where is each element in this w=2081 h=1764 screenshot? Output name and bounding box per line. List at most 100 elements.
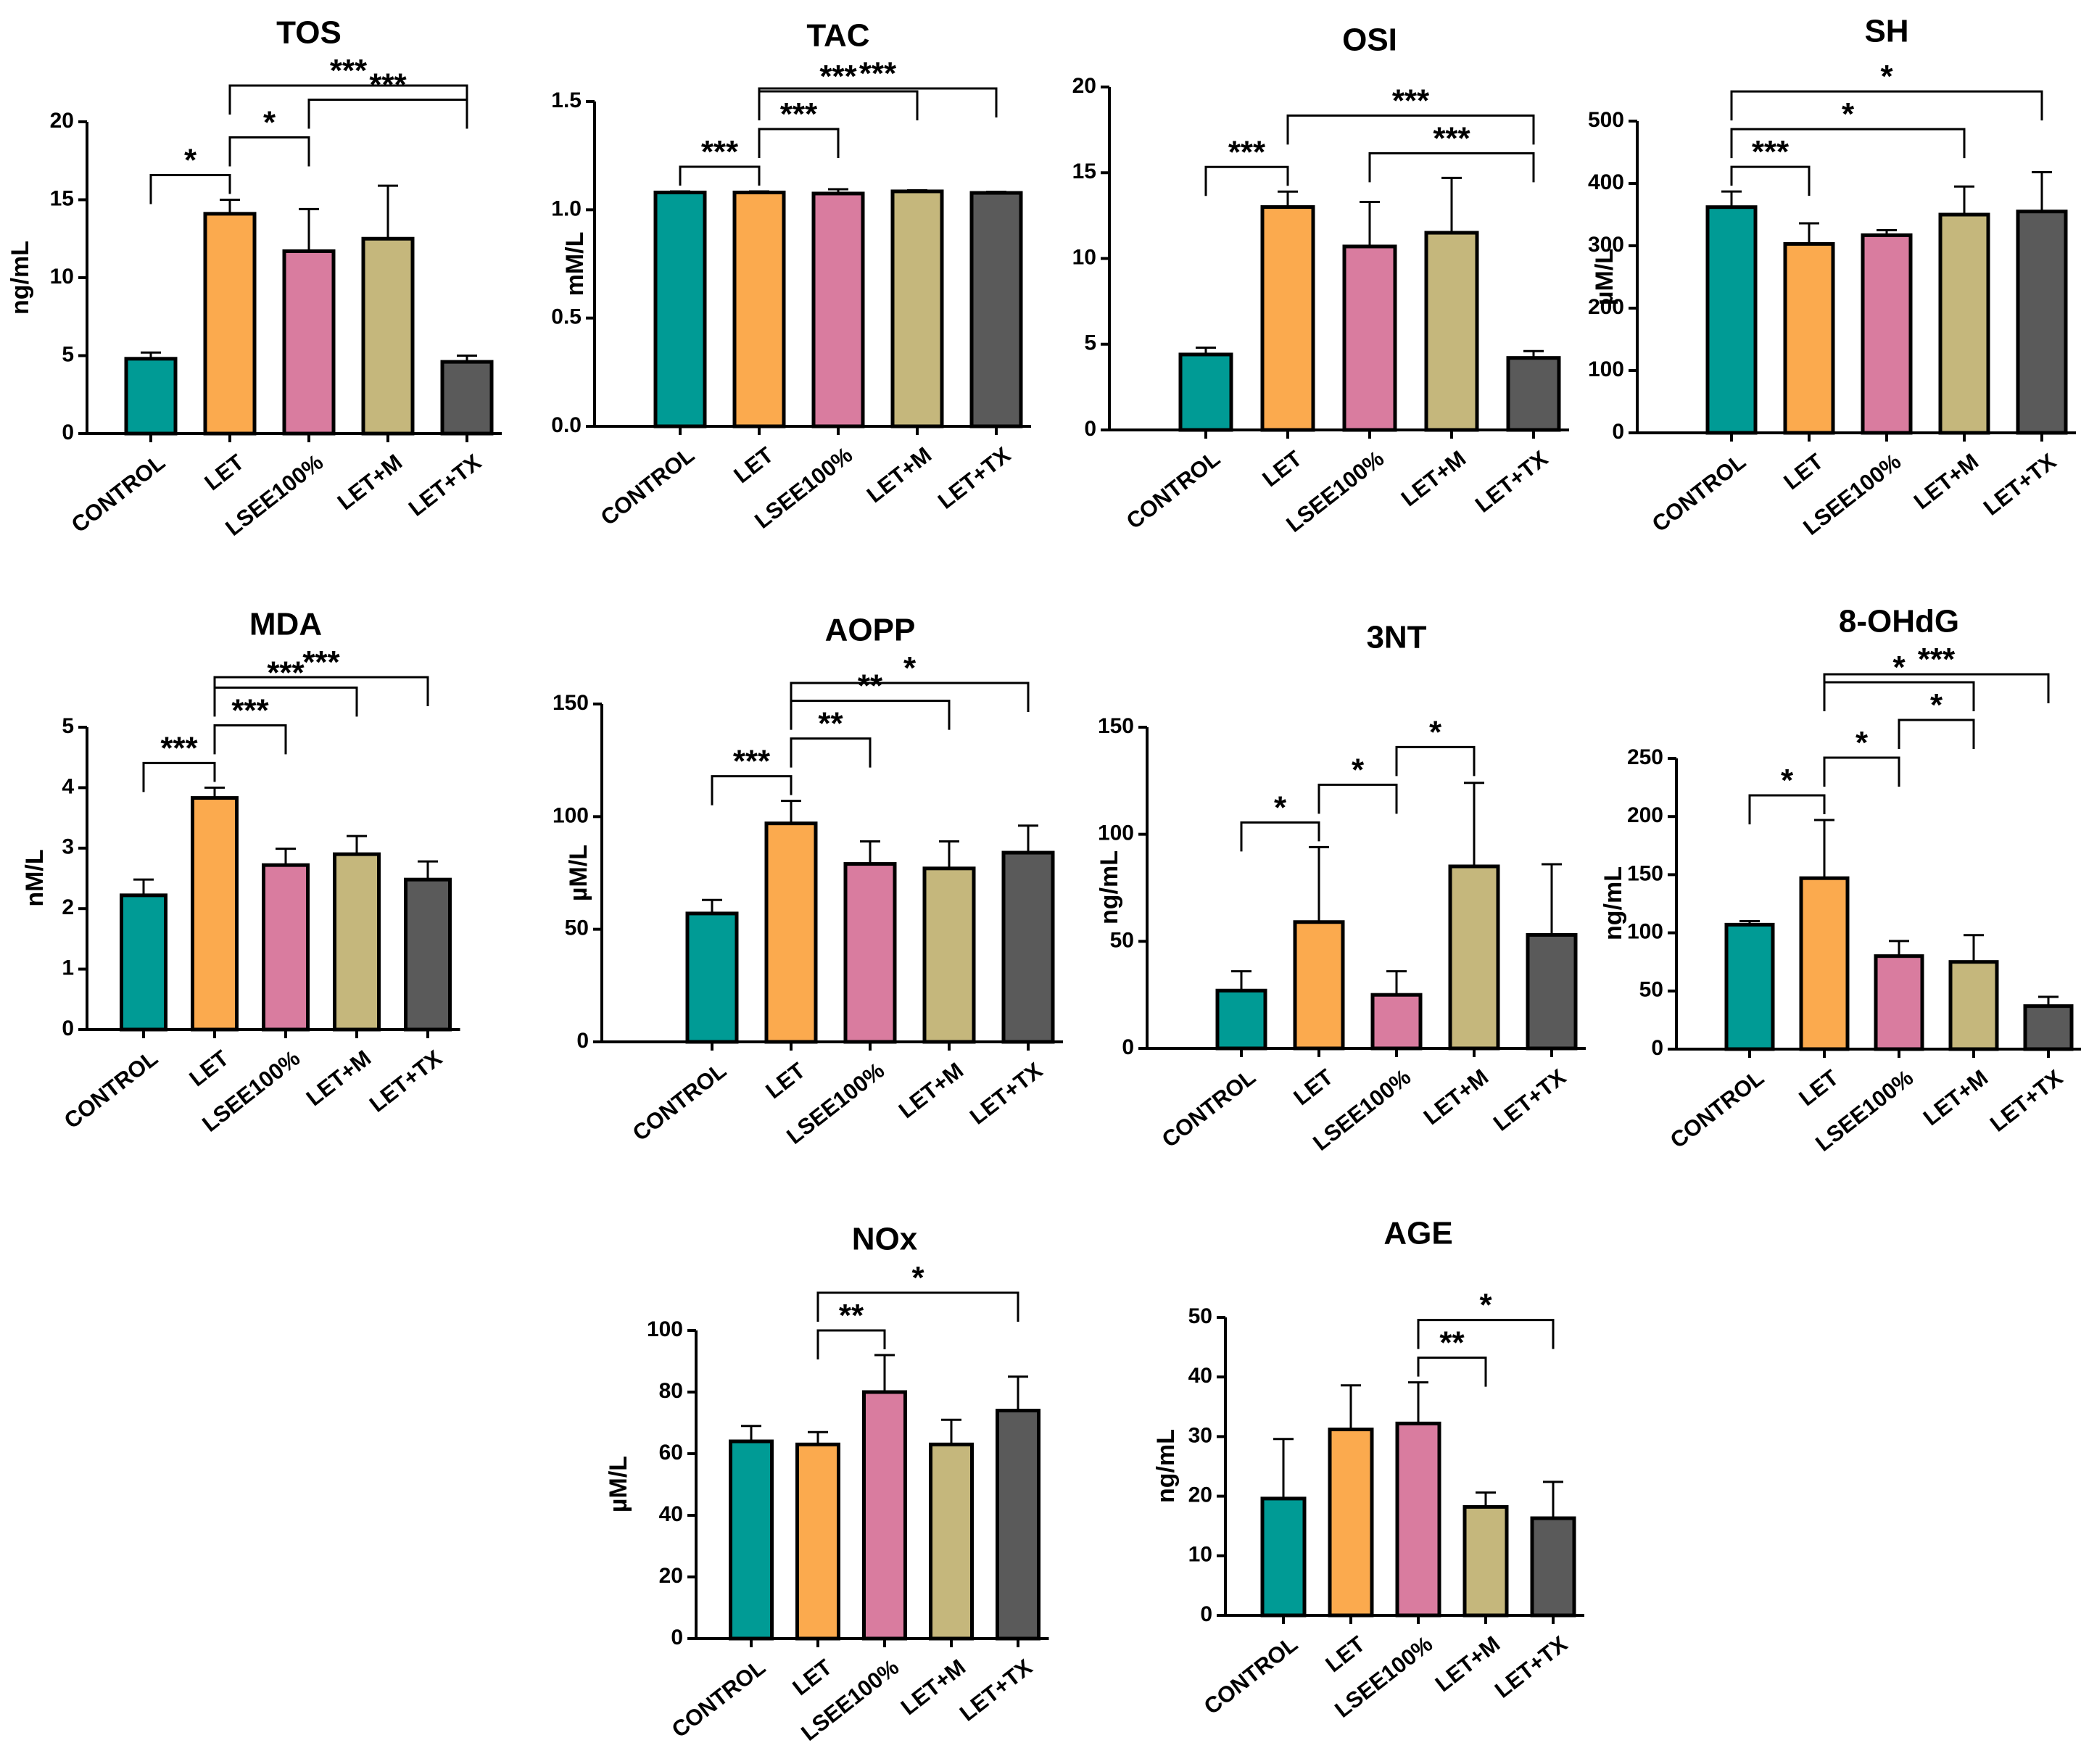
x-tick-label: LET+TX: [365, 1045, 447, 1117]
significance-label: ***: [859, 56, 897, 91]
y-tick-label: 150: [553, 691, 589, 715]
bar-let-tx: [440, 360, 494, 436]
y-tick-label: 200: [1627, 803, 1663, 827]
y-tick-label: 10: [50, 265, 74, 289]
significance-label: *: [903, 650, 917, 686]
y-tick-label: 200: [1588, 295, 1624, 319]
x-tick-label: CONTROL: [1666, 1065, 1768, 1154]
y-tick-label: 500: [1588, 108, 1624, 132]
x-tick-label: LET+M: [1919, 1065, 1993, 1131]
bar-control: [1705, 205, 1758, 435]
chart-title: NOx: [852, 1222, 918, 1257]
y-tick-label: 60: [659, 1441, 683, 1465]
x-tick-label: CONTROL: [67, 450, 170, 538]
y-tick-label: 100: [1627, 920, 1663, 944]
significance-bracket: [228, 136, 310, 167]
x-tick-label: LET+M: [894, 1058, 968, 1124]
significance-label: *: [263, 105, 276, 141]
y-tick-label: 0: [62, 1016, 74, 1040]
significance-bracket: [758, 128, 840, 158]
x-tick-label: LET: [787, 1655, 837, 1701]
y-tick-label: 40: [1188, 1364, 1212, 1388]
significance-label: ***: [780, 96, 818, 132]
bar-let-tx: [2023, 1004, 2074, 1051]
significance-bracket: [1417, 1357, 1487, 1387]
significance-label: *: [1352, 752, 1365, 787]
y-tick-label: 40: [659, 1502, 683, 1526]
significance-label: ***: [1918, 642, 1956, 677]
y-tick-label: 300: [1588, 233, 1624, 257]
y-tick-label: 50: [1639, 978, 1663, 1002]
bar-let-m: [1938, 212, 1990, 435]
y-axis-label: µM/L: [605, 1456, 632, 1512]
bar-control: [653, 190, 707, 428]
y-tick-label: 15: [50, 186, 74, 210]
x-tick-label: LET: [184, 1045, 233, 1092]
significance-bracket: [1417, 1319, 1555, 1349]
x-tick-label: LET+TX: [1490, 1631, 1572, 1702]
significance-label: *: [1892, 650, 1906, 685]
x-tick-label: LET+TX: [1979, 448, 2061, 520]
significance-label: ***: [701, 134, 739, 170]
chart-title: TAC: [806, 18, 869, 54]
bar-let-tx: [996, 1409, 1040, 1641]
bar-let: [764, 821, 818, 1044]
significance-label: *: [184, 143, 197, 178]
x-tick-label: LET: [199, 450, 249, 496]
bar-lsee100-: [1370, 993, 1423, 1051]
chart-title: AGE: [1383, 1216, 1452, 1251]
significance-label: *: [1842, 96, 1855, 132]
y-tick-label: 0: [1612, 420, 1624, 444]
significance-label: *: [1781, 763, 1794, 798]
significance-bracket: [790, 700, 951, 730]
x-tick-label: LET: [761, 1058, 810, 1104]
y-tick-label: 80: [659, 1379, 683, 1403]
y-tick-label: 0: [1122, 1035, 1134, 1059]
significance-bracket: [758, 87, 998, 117]
y-tick-label: 0: [671, 1626, 683, 1649]
x-tick-label: LET+M: [1397, 446, 1470, 512]
y-tick-label: 50: [1110, 928, 1134, 952]
x-tick-label: LET: [1288, 1064, 1338, 1111]
bar-let-tx: [404, 877, 452, 1032]
significance-label: ***: [1433, 120, 1470, 156]
bar-let: [1260, 205, 1315, 432]
bar-let-m: [361, 236, 415, 436]
y-tick-label: 20: [50, 109, 74, 133]
significance-bracket: [142, 761, 216, 792]
x-tick-label: LET+TX: [1470, 445, 1552, 517]
significance-bracket: [679, 165, 761, 186]
y-tick-label: 0.0: [551, 413, 582, 437]
x-tick-label: CONTROL: [1647, 449, 1750, 537]
significance-label: ***: [160, 730, 198, 766]
bar-let: [1799, 876, 1850, 1051]
y-tick-label: 50: [1188, 1304, 1212, 1328]
x-tick-label: LET+TX: [1985, 1064, 2067, 1136]
x-tick-label: LET+M: [302, 1045, 376, 1111]
y-tick-label: 1: [62, 956, 74, 980]
chart-title: 3NT: [1366, 620, 1426, 655]
y-tick-label: 150: [1098, 714, 1134, 738]
bar-let: [795, 1442, 840, 1641]
bar-let: [1293, 920, 1345, 1051]
x-tick-label: LET+TX: [955, 1654, 1037, 1726]
x-tick-label: CONTROL: [59, 1045, 162, 1134]
y-tick-label: 150: [1627, 861, 1663, 885]
significance-bracket: [1823, 756, 1900, 787]
y-tick-label: 30: [1188, 1423, 1212, 1447]
significance-bracket: [1898, 719, 1975, 750]
y-tick-label: 400: [1588, 170, 1624, 194]
y-tick-label: 5: [62, 342, 74, 366]
significance-bracket: [790, 737, 872, 768]
y-tick-label: 3: [62, 835, 74, 859]
bar-let-m: [922, 866, 976, 1044]
significance-bracket: [1368, 152, 1535, 183]
bar-control: [1260, 1496, 1307, 1618]
y-tick-label: 0: [1084, 417, 1096, 441]
x-tick-label: CONTROL: [1157, 1064, 1260, 1153]
